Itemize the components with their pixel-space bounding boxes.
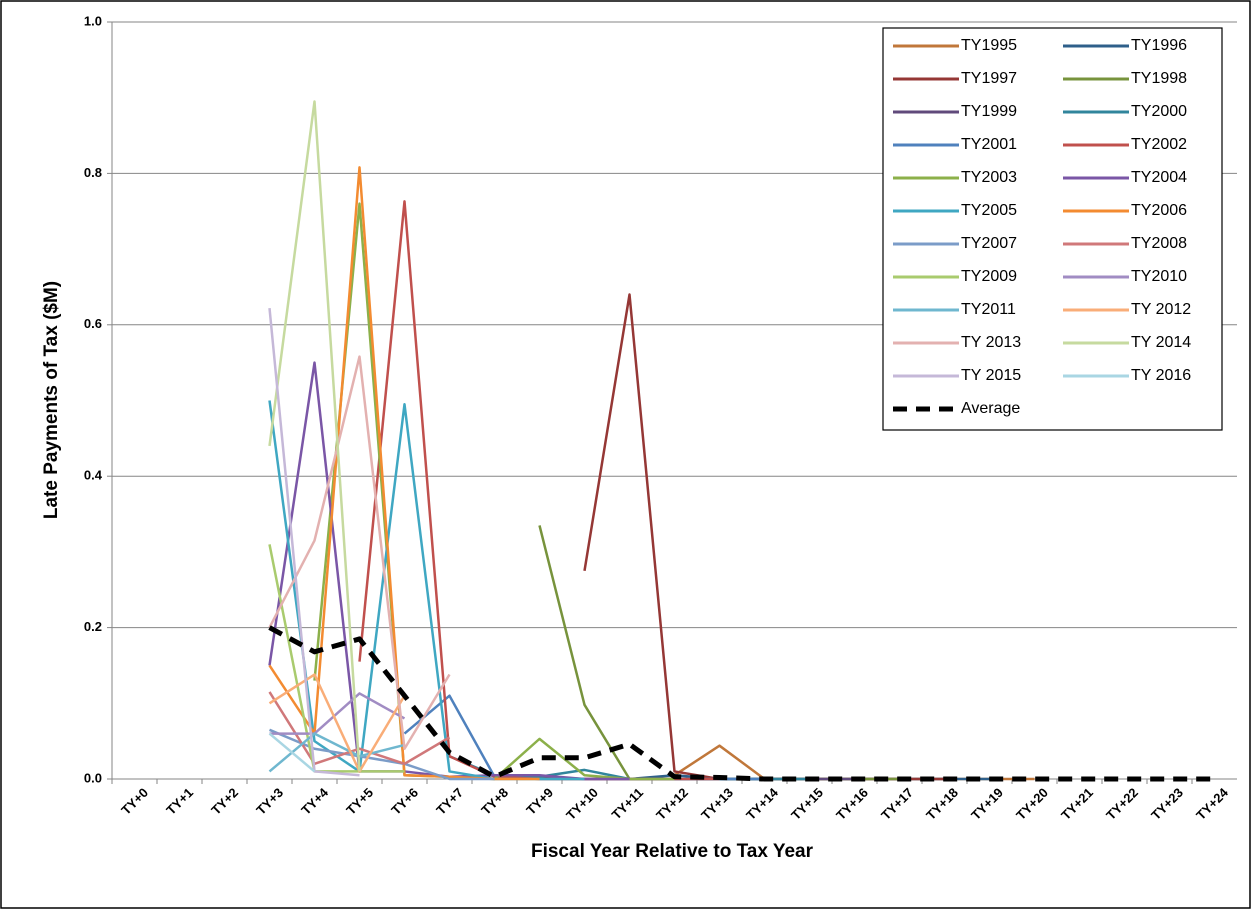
series-line (268, 355, 451, 750)
legend-label: TY 2015 (961, 367, 1021, 384)
legend-label: TY1995 (961, 37, 1017, 54)
y-axis-title: Late Payments of Tax ($M) (41, 281, 62, 519)
series-line (268, 100, 361, 772)
legend-box (882, 27, 1223, 431)
legend-label: TY2011 (961, 301, 1016, 318)
y-tick-label: 0.8 (84, 165, 102, 180)
legend-label: TY1996 (1131, 37, 1187, 54)
legend-label: TY1997 (961, 70, 1017, 87)
legend-label: TY2002 (1131, 136, 1187, 153)
legend-label: TY2010 (1131, 268, 1187, 285)
legend-label: Average (961, 400, 1020, 417)
legend-label: TY2005 (961, 202, 1017, 219)
legend-label: TY 2016 (1131, 367, 1191, 384)
legend-label: TY1998 (1131, 70, 1187, 87)
legend-label: TY2004 (1131, 169, 1187, 186)
y-tick-label: 0.6 (84, 316, 102, 331)
series-line (269, 728, 495, 781)
legend-label: TY2006 (1131, 202, 1187, 219)
y-tick-label: 0.0 (84, 770, 102, 785)
legend-label: TY2007 (961, 235, 1017, 252)
x-axis-title: Fiscal Year Relative to Tax Year (531, 841, 814, 862)
y-tick-label: 0.4 (84, 468, 103, 483)
legend-label: TY2000 (1131, 103, 1187, 120)
series-line (268, 691, 451, 766)
series-line (268, 544, 405, 773)
series-line (268, 732, 316, 773)
legend-label: TY2008 (1131, 235, 1187, 252)
y-tick-label: 1.0 (84, 13, 102, 28)
y-tick-label: 0.2 (84, 619, 102, 634)
series-line (269, 692, 406, 735)
legend-label: TY 2012 (1131, 301, 1191, 318)
legend-label: TY 2014 (1131, 334, 1191, 351)
legend-label: TY 2013 (961, 334, 1021, 351)
legend-label: TY1999 (961, 103, 1017, 120)
legend-label: TY2009 (961, 268, 1017, 285)
series-line (268, 673, 406, 773)
series-line (268, 625, 1215, 782)
legend-label: TY2001 (961, 136, 1017, 153)
legend-label: TY2003 (961, 169, 1017, 186)
